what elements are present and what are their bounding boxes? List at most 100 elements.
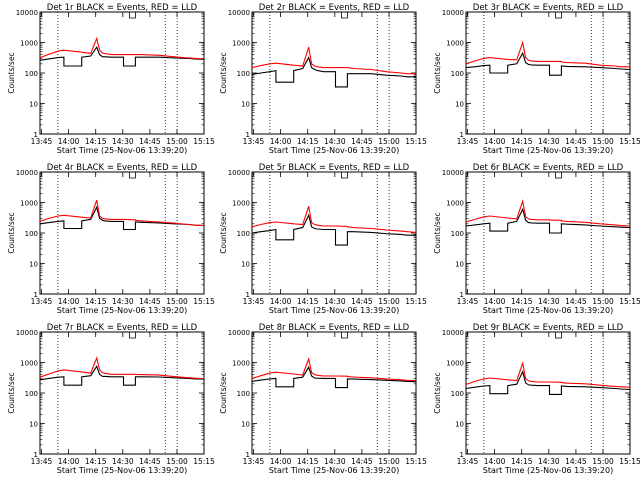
x-tick-label: 14:15 [85,297,107,306]
panel-det-5: Det 5r BLACK = Events, RED = LLD 1 10 100 10… [219,163,427,315]
panel-title: Det 1r BLACK = Events, RED = LLD [47,3,198,13]
y-tick-label: 1 [34,291,38,299]
x-tick-label: 15:00 [378,297,400,306]
x-tick-label: 14:15 [297,137,319,146]
x-tick-label: 15:15 [193,137,215,146]
y-tick-label: 100 [451,390,464,398]
series-line-lld [465,40,630,68]
plot-frame [39,331,205,455]
x-tick-label: 13:45 [243,137,265,146]
x-tick-label: 14:45 [565,297,587,306]
panel-det-9: Det 9r BLACK = Events, RED = LLD 1 10 100 10… [433,323,640,475]
x-tick-label: 15:00 [592,137,614,146]
x-tick-label: 13:45 [31,297,53,306]
y-tick-label: 10 [455,261,464,269]
x-tick-label: 14:00 [484,457,506,466]
x-tick-label: 14:15 [511,457,533,466]
y-tick-label: 1000 [232,40,250,48]
x-tick-label: 14:30 [538,137,560,146]
series-line-events [39,205,205,231]
y-axis-label: Counts/sec [7,212,16,253]
x-tick-label: 13:45 [243,457,265,466]
y-tick-label: 100 [237,390,250,398]
series-line-events [39,46,205,67]
panel-det-3: Det 3r BLACK = Events, RED = LLD 1 10 100 10… [433,3,640,155]
x-axis-label: Start Time (25-Nov-06 13:39:20) [483,466,613,475]
x-tick-label: 14:15 [85,457,107,466]
series-line-lld [465,199,631,227]
panel-title: Det 4r BLACK = Events, RED = LLD [47,163,198,173]
y-axis-label: Counts/sec [219,52,228,93]
y-tick-label: 1 [34,451,38,459]
y-tick-label: 100 [25,390,38,398]
x-tick-label: 14:30 [324,457,346,466]
y-tick-label: 10 [241,421,250,429]
y-axis-label: Counts/sec [7,52,16,93]
series-line-events [251,213,416,246]
x-tick-label: 14:30 [324,137,346,146]
x-tick-label: 14:15 [297,457,319,466]
y-axis-label: Counts/sec [219,372,228,413]
x-axis-label: Start Time (25-Nov-06 13:39:20) [269,306,399,315]
series-line-lld [39,36,205,60]
series-line-events [251,365,417,389]
marker-box [129,332,136,339]
x-tick-label: 14:45 [351,457,373,466]
x-tick-label: 14:00 [58,297,80,306]
y-axis-label: Counts/sec [433,212,442,253]
x-tick-label: 13:45 [457,457,479,466]
x-tick-label: 15:00 [166,297,188,306]
marker-box [341,12,348,19]
series-line-events [465,370,631,395]
plot-frame [39,171,205,295]
y-tick-label: 1000 [446,40,464,48]
x-tick-label: 14:45 [139,457,161,466]
y-tick-label: 10000 [228,9,250,17]
plot-frame [39,11,205,135]
y-tick-label: 100 [451,230,464,238]
x-axis-label: Start Time (25-Nov-06 13:39:20) [483,146,613,155]
x-axis-label: Start Time (25-Nov-06 13:39:20) [269,146,399,155]
y-tick-label: 10000 [228,169,250,177]
marker-box [129,12,136,19]
panel-det-1: Det 1r BLACK = Events, RED = LLD 1 10 100 10… [7,3,215,155]
x-tick-label: 13:45 [457,297,479,306]
y-tick-label: 10 [455,101,464,109]
x-tick-label: 14:15 [85,137,107,146]
marker-box [555,12,562,19]
x-tick-label: 14:45 [351,137,373,146]
y-axis-label: Counts/sec [7,372,16,413]
panel-title: Det 9r BLACK = Events, RED = LLD [473,323,624,333]
x-tick-label: 14:15 [297,297,319,306]
y-tick-label: 10000 [442,329,464,337]
panel-det-6: Det 6r BLACK = Events, RED = LLD 1 10 100 10… [433,163,640,315]
panel-det-7: Det 7r BLACK = Events, RED = LLD 1 10 100 10… [7,323,215,475]
x-tick-label: 15:15 [619,297,640,306]
x-tick-label: 14:30 [112,457,134,466]
panel-title: Det 7r BLACK = Events, RED = LLD [47,323,198,333]
y-tick-label: 1000 [20,200,38,208]
x-tick-label: 15:15 [619,457,640,466]
y-tick-label: 1 [34,131,38,139]
x-tick-label: 14:30 [538,297,560,306]
x-axis-label: Start Time (25-Nov-06 13:39:20) [57,306,187,315]
y-tick-label: 1000 [20,360,38,368]
x-tick-label: 14:00 [270,137,292,146]
x-axis-label: Start Time (25-Nov-06 13:39:20) [269,466,399,475]
x-tick-label: 14:15 [511,137,533,146]
x-tick-label: 14:00 [58,137,80,146]
marker-box [341,172,348,179]
y-tick-label: 100 [25,70,38,78]
x-tick-label: 14:45 [565,457,587,466]
plot-frame [251,331,417,455]
y-tick-label: 100 [25,230,38,238]
x-axis-label: Start Time (25-Nov-06 13:39:20) [57,466,187,475]
x-tick-label: 14:00 [270,457,292,466]
series-line-lld [251,47,416,75]
plot-frame [251,11,417,135]
y-tick-label: 10 [241,101,250,109]
panel-det-2: Det 2r BLACK = Events, RED = LLD 1 10 100 10… [219,3,427,155]
y-tick-label: 10 [29,101,38,109]
x-tick-label: 13:45 [31,137,53,146]
